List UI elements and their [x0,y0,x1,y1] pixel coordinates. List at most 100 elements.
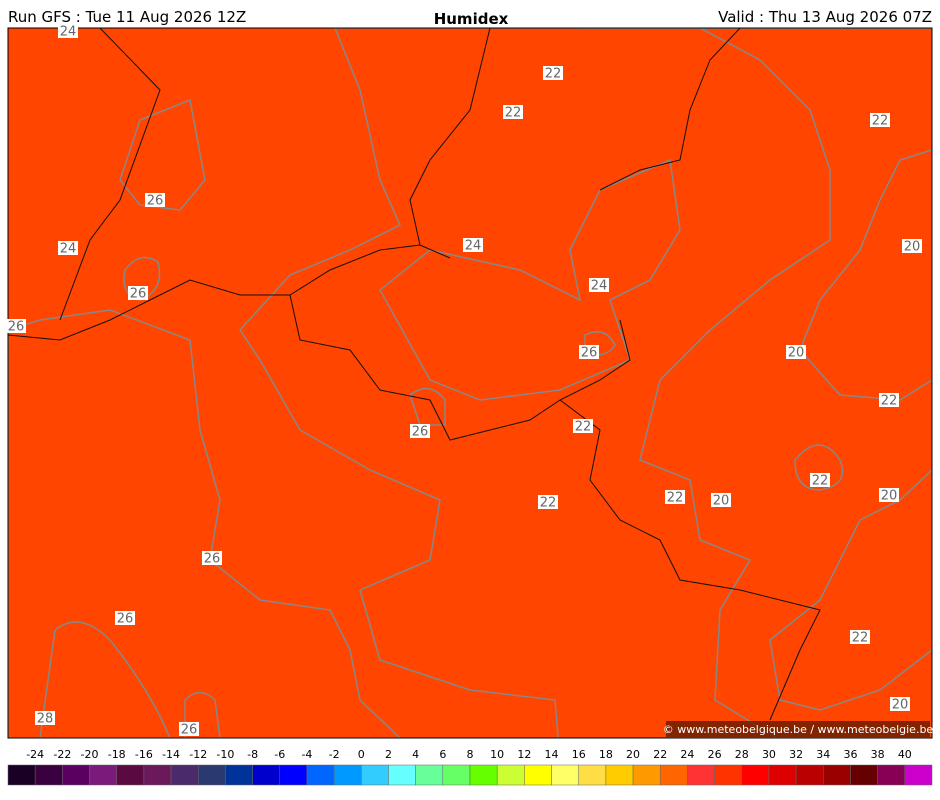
contour-label: 22 [812,474,829,489]
contour-label-bg [128,286,148,300]
colorbar-label: 26 [708,748,722,761]
contour-label-bg [589,278,609,292]
field-22-24-c [769,468,932,711]
contour-label-bg [145,193,165,207]
colorbar-label: 28 [735,748,749,761]
contour-label-bg [850,630,870,644]
contour-label-bg [179,722,199,736]
contour-label: 26 [117,612,134,627]
contour-label: 26 [581,346,598,361]
map-title: Humidex [434,10,509,28]
contour-label: 24 [60,242,77,257]
colorbar-swatch [795,764,824,786]
contour-label-bg [902,239,922,253]
colorbar-label: -4 [301,748,312,761]
contour-label: 22 [505,106,522,121]
colorbar-label: 6 [439,748,446,761]
colorbar-swatch [197,764,226,786]
contour-label: 24 [465,239,482,254]
contour-label: 20 [713,494,730,509]
colorbar-swatch [578,764,607,786]
field-24-26-c [184,691,221,738]
contour-label: 22 [667,491,684,506]
contour-label-bg [463,238,483,252]
colorbar-label: -18 [108,748,126,761]
field-26-28-b [119,98,206,211]
copyright-box [666,721,930,737]
colorbar-swatch [89,764,117,786]
field-24-26 [8,28,932,738]
contour-label: 26 [130,287,147,302]
contour-label: 26 [412,425,429,440]
valid-label: Valid : Thu 13 Aug 2026 07Z [718,8,932,26]
colorbar-swatch [225,764,253,786]
colorbar-swatch [741,764,770,786]
colorbar-label: 10 [490,748,504,761]
colorbar-label: -10 [216,748,234,761]
field-24-26-b [379,158,681,401]
colorbar-label: 8 [467,748,474,761]
field-26-28 [8,309,402,738]
colorbar-label: -22 [53,748,71,761]
colorbar-swatch [279,764,308,786]
colorbar-swatch [823,764,851,786]
colorbar-label: 4 [412,748,419,761]
contour-label: 22 [881,394,898,409]
map [8,28,932,738]
contour-label-bg [870,113,890,127]
contour-label-bg [810,473,830,487]
contour-label-bg [879,393,899,407]
colorbar-label: 0 [358,748,365,761]
colorbar-swatch [62,764,90,786]
contour-label-bg [665,490,685,504]
colorbar-swatch [442,764,471,786]
contour-label: 22 [545,67,562,82]
coastline [409,28,491,246]
colorbar-label: -8 [247,748,258,761]
contour-label-bg [115,611,135,625]
run-label: Run GFS : Tue 11 Aug 2026 12Z [8,8,246,26]
colorbar-swatch [877,764,906,786]
colorbar-label: -6 [274,748,285,761]
colorbar-label: -14 [162,748,180,761]
colorbar-label: -20 [81,748,99,761]
contour-label: 24 [60,25,77,40]
contour-label: 26 [204,552,221,567]
colorbar-label: -24 [26,748,44,761]
colorbar-label: 2 [385,748,392,761]
field-20-22 [580,28,932,738]
colorbar-label: 12 [517,748,531,761]
coastline [8,244,451,341]
contour-label-bg [711,493,731,507]
contour-label: 22 [575,420,592,435]
contour-label-bg [538,495,558,509]
colorbar-label: 36 [843,748,857,761]
contour-label-bg [573,419,593,433]
colorbar-swatch [469,764,498,786]
colorbar-swatch [7,764,36,786]
contour-label: 20 [904,240,921,255]
colorbar-swatch [659,764,688,786]
contour-label-bg [503,105,523,119]
colorbar-label: 24 [680,748,694,761]
contour-label: 22 [872,114,889,129]
colorbar-swatch [116,764,145,786]
colorbar-swatch [252,764,281,786]
colorbar-swatch [361,764,389,786]
contour-label-bg [202,551,222,565]
border-line [559,399,821,721]
field-18-20 [799,149,932,401]
contour-label-bg [879,488,899,502]
colorbar-swatch [306,764,335,786]
contour-label: 20 [788,346,805,361]
coastline [59,28,161,321]
contour-label-bg [543,66,563,80]
contour-label: 26 [8,320,25,335]
colorbar-swatch [34,764,63,786]
border-line [289,294,631,441]
colorbar-label: 40 [898,748,912,761]
colorbar-label: 38 [871,748,885,761]
contour-label: 24 [591,279,608,294]
field-22-24-b [794,444,844,491]
